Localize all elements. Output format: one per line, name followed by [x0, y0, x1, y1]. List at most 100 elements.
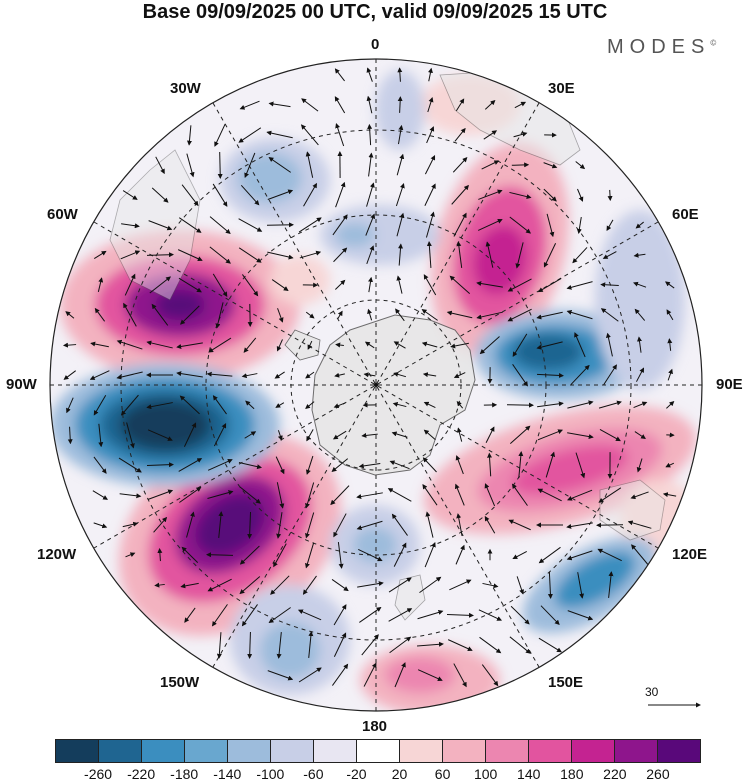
wind-arrow: [606, 219, 614, 232]
wind-arrow: [419, 576, 442, 594]
wind-arrow: [422, 457, 437, 473]
wind-arrow: [666, 400, 675, 409]
wind-arrow: [509, 191, 532, 200]
wind-arrow: [368, 276, 373, 293]
label-lon-30w: 30W: [170, 80, 201, 97]
wind-arrow: [337, 310, 343, 319]
wind-arrow: [484, 99, 496, 110]
wind-arrow: [181, 546, 199, 563]
wind-arrow: [215, 302, 224, 329]
wind-arrow: [509, 425, 531, 445]
colorbar-tick-label: -60: [303, 766, 324, 782]
wind-arrow: [331, 579, 349, 592]
wind-arrow: [155, 156, 165, 175]
wind-arrow: [546, 213, 555, 238]
label-lon-90w: 90W: [6, 376, 37, 393]
wind-arrow: [453, 372, 466, 379]
wind-arrow: [389, 636, 412, 654]
wind-arrow: [239, 545, 260, 565]
colorbar-box: [400, 740, 443, 762]
wind-arrow: [363, 662, 377, 687]
wind-arrow: [395, 308, 405, 322]
wind-arrow: [335, 342, 344, 348]
wind-arrow: [478, 609, 503, 621]
wind-arrow: [149, 276, 172, 294]
label-lon-90e: 90E: [716, 376, 743, 393]
wind-arrow: [276, 482, 285, 509]
wind-arrow: [238, 127, 262, 143]
colorbar-box: [572, 740, 615, 762]
wind-arrow: [453, 663, 467, 688]
wind-arrow: [333, 604, 347, 626]
wind-arrow: [391, 513, 408, 536]
wind-arrow: [598, 487, 622, 503]
wind-arrow: [268, 101, 291, 108]
wind-arrow: [266, 222, 294, 228]
wind-arrow: [121, 223, 140, 229]
wind-arrow: [365, 213, 376, 236]
wind-arrow: [512, 364, 528, 387]
wind-arrow: [212, 395, 227, 415]
wind-arrow: [275, 402, 285, 408]
wind-arrow: [241, 604, 258, 627]
wind-arrow: [217, 151, 223, 179]
wind-arrow: [151, 303, 169, 326]
map-disc: [50, 59, 702, 711]
wind-arrow: [667, 338, 673, 351]
wind-arrow: [447, 639, 473, 652]
wind-arrow: [393, 372, 407, 378]
wind-arrow: [212, 273, 228, 297]
wind-arrow: [516, 576, 524, 595]
wind-arrow: [62, 342, 77, 348]
colorbar-tick-label: -260: [84, 766, 113, 782]
wind-arrow: [308, 631, 314, 658]
wind-arrow: [574, 332, 586, 358]
wind-arrow: [267, 251, 294, 260]
wind-arrow: [422, 372, 437, 378]
wind-arrow: [268, 157, 291, 173]
wind-arrow: [514, 101, 527, 109]
wind-arrow: [566, 281, 593, 290]
wind-arrow: [239, 100, 260, 110]
wind-arrow: [368, 152, 374, 177]
wind-arrow: [633, 281, 647, 288]
wind-arrow: [247, 511, 253, 539]
wind-arrow: [358, 548, 383, 562]
wind-arrow: [334, 68, 345, 82]
wind-arrow: [358, 462, 381, 469]
modes-logo: MODES©: [607, 36, 716, 59]
wind-arrow: [245, 400, 255, 410]
wind-arrow: [637, 336, 642, 353]
wind-arrow: [421, 309, 438, 321]
wind-arrow: [367, 308, 373, 321]
wind-arrow: [507, 278, 532, 292]
wind-arrow: [178, 217, 202, 233]
label-lon-150w: 150W: [160, 674, 200, 691]
wind-arrow: [356, 492, 383, 499]
wind-arrow: [334, 96, 346, 114]
wind-arrow: [577, 572, 585, 599]
wind-arrow: [426, 126, 435, 144]
wind-arrow: [391, 431, 408, 438]
wind-arrow: [206, 552, 234, 558]
colorbar-tick-label: 260: [646, 766, 670, 782]
wind-arrow: [276, 632, 282, 659]
wind-arrow: [302, 575, 317, 595]
wind-arrow: [239, 486, 261, 504]
wind-arrow: [357, 581, 384, 588]
wind-arrow: [478, 189, 503, 200]
wind-arrow: [455, 98, 465, 112]
wind-arrow: [241, 373, 258, 379]
wind-arrow: [397, 96, 403, 113]
wind-arrow: [298, 217, 322, 233]
wind-arrow: [396, 275, 403, 294]
wind-arrow: [636, 367, 645, 382]
map-border: [49, 58, 703, 712]
colorbar-tick-label: -100: [256, 766, 285, 782]
wind-arrow: [65, 311, 75, 319]
wind-arrow: [303, 182, 317, 207]
wind-arrow: [211, 604, 228, 627]
wind-arrow: [570, 364, 590, 385]
wind-arrow: [547, 571, 553, 599]
wind-arrow: [636, 458, 643, 473]
